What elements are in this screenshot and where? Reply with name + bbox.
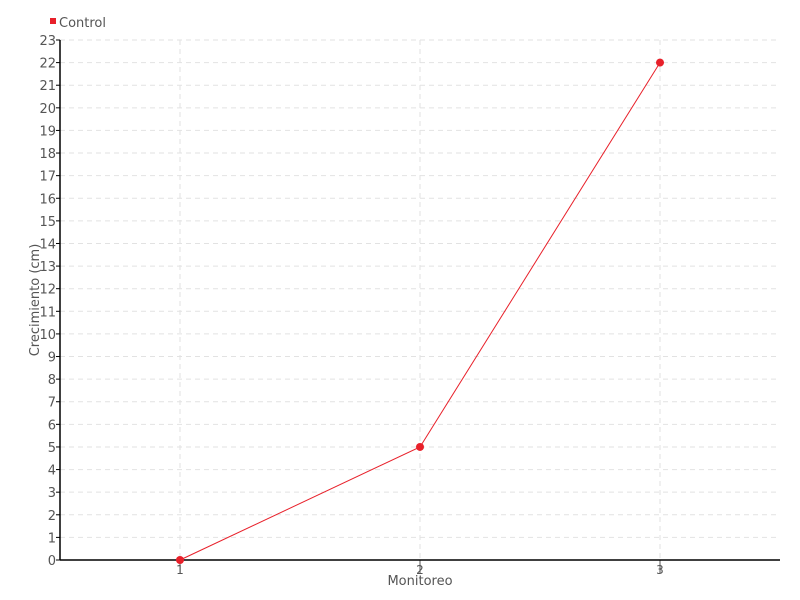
y-axis-label: Crecimiento (cm) xyxy=(28,244,43,357)
legend-marker xyxy=(50,18,56,24)
y-tick-label: 1 xyxy=(48,531,56,546)
series xyxy=(176,58,664,564)
x-tick-label: 3 xyxy=(656,563,664,577)
y-tick-label: 7 xyxy=(48,396,56,411)
grid xyxy=(60,39,780,560)
y-tick-label: 2 xyxy=(48,509,56,524)
y-tick-label: 0 xyxy=(48,554,56,569)
y-tick-label: 21 xyxy=(39,79,56,94)
y-tick-label: 20 xyxy=(39,102,56,117)
y-tick-label: 15 xyxy=(39,215,56,230)
y-tick-label: 11 xyxy=(39,305,56,320)
legend-label: Control xyxy=(59,16,106,31)
y-tick-label: 14 xyxy=(39,237,56,252)
y-tick-label: 3 xyxy=(48,486,56,501)
x-tick-label: 1 xyxy=(176,563,184,577)
data-point xyxy=(656,58,664,67)
y-tick-label: 19 xyxy=(39,124,56,139)
y-tick-label: 13 xyxy=(39,260,56,275)
y-tick-label: 22 xyxy=(39,57,56,72)
data-point xyxy=(176,556,184,564)
y-tick-label: 17 xyxy=(39,170,56,185)
x-axis-label: Monitoreo xyxy=(387,574,452,589)
y-tick-label: 8 xyxy=(48,373,56,388)
y-tick-label: 12 xyxy=(39,283,56,298)
y-tick-label: 23 xyxy=(39,34,56,49)
y-tick-label: 9 xyxy=(48,351,56,366)
legend: Control xyxy=(50,16,106,31)
x-tick-label: 2 xyxy=(416,563,424,577)
y-tick-label: 10 xyxy=(39,328,56,343)
y-tick-label: 4 xyxy=(48,464,56,479)
y-tick-label: 16 xyxy=(39,192,56,207)
y-tick-label: 18 xyxy=(39,147,56,162)
y-tick-label: 6 xyxy=(48,418,56,433)
y-tick-label: 5 xyxy=(48,441,56,456)
axes xyxy=(56,39,780,573)
data-point xyxy=(416,442,424,451)
